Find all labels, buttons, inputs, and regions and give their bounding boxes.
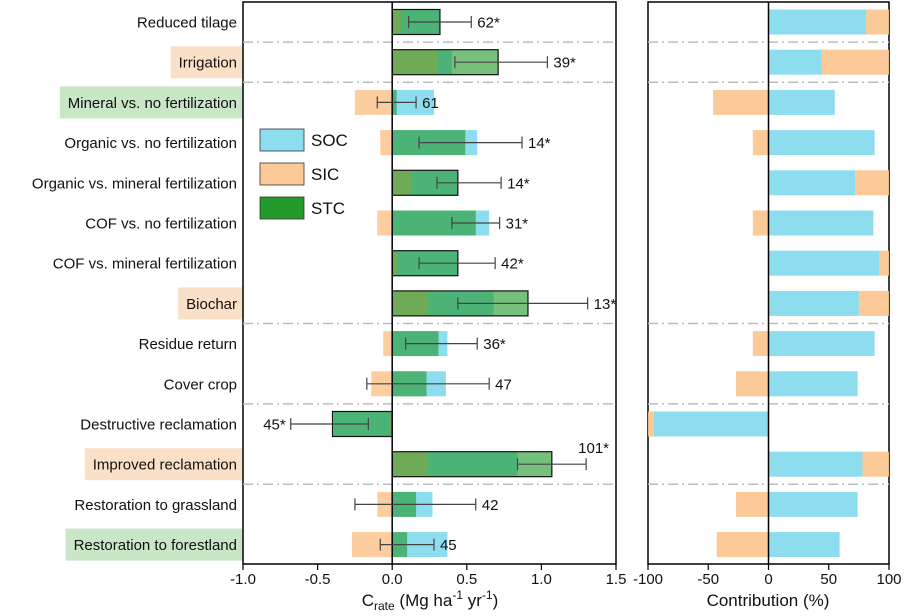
bar-annotation: 14* <box>528 135 551 152</box>
contribution-axis-title: Contribution (%) <box>707 591 830 610</box>
sic-bar <box>377 210 393 236</box>
crate-plot-frame <box>242 1 617 565</box>
crate-x-tick-label: -1.0 <box>230 571 256 588</box>
contribution-soc-bar <box>654 411 769 437</box>
contribution-soc-bar <box>768 491 858 517</box>
category-label: Restoration to grassland <box>74 497 237 514</box>
category-highlight <box>84 448 243 481</box>
legend-label-soc: SOC <box>311 131 348 150</box>
legend-label-sic: SIC <box>311 165 339 184</box>
category-highlight <box>59 86 243 119</box>
crate-panel: 62* 39* 61 14* 14* 31* 42* 13* 36* 47 45* 101* 42 45 -… <box>230 1 627 588</box>
contribution-sic-bar <box>862 451 889 477</box>
contribution-x-tick-label: -50 <box>697 571 719 588</box>
category-label: COF vs. no fertilization <box>85 216 237 233</box>
category-label: Reduced tilage <box>137 15 237 32</box>
category-label: COF vs. mineral fertilization <box>53 256 237 273</box>
bar-annotation: 13* <box>594 296 617 313</box>
category-highlight <box>178 287 243 320</box>
contribution-sic-bar <box>716 532 769 558</box>
sic-bar <box>383 331 393 357</box>
category-label: Cover crop <box>164 376 237 393</box>
bar-annotation: 36* <box>483 336 506 353</box>
crate-x-tick-label: 1.0 <box>531 571 552 588</box>
bar-annotation: 45 <box>440 537 457 554</box>
bar-annotation: 42* <box>501 256 524 273</box>
contribution-soc-bar <box>768 89 835 115</box>
category-highlight <box>170 46 243 79</box>
legend-swatch-soc <box>259 128 305 152</box>
bar-annotation: 62* <box>477 15 500 32</box>
bar-annotation: 42 <box>482 497 499 514</box>
legend: SOC SIC STC <box>259 128 348 220</box>
contribution-soc-bar <box>768 170 856 196</box>
bar-annotation: 14* <box>507 175 530 192</box>
contribution-soc-bar <box>768 290 859 316</box>
category-label: Organic vs. no fertilization <box>64 135 237 152</box>
bar-annotation: 61 <box>422 95 439 112</box>
bar-annotation: 101* <box>578 440 609 457</box>
category-label: Organic vs. mineral fertilization <box>32 175 237 192</box>
bar-annotation: 47 <box>495 376 512 393</box>
legend-swatch-sic <box>259 162 305 186</box>
crate-x-tick-label: 0.0 <box>382 571 403 588</box>
contribution-sic-bar <box>858 290 889 316</box>
legend-label-stc: STC <box>311 199 345 218</box>
contribution-sic-bar <box>735 491 769 517</box>
contribution-soc-bar <box>768 130 875 156</box>
sic-bar <box>380 130 393 156</box>
contribution-soc-bar <box>768 210 874 236</box>
category-highlight <box>65 528 243 561</box>
category-label: Residue return <box>139 336 237 353</box>
contribution-soc-bar <box>768 331 875 357</box>
contribution-sic-bar <box>855 170 889 196</box>
bar-annotation: 31* <box>506 216 529 233</box>
legend-swatch-stc <box>259 196 305 220</box>
contribution-x-tick-label: -100 <box>633 571 663 588</box>
category-label: Restoration to forestland <box>74 537 237 554</box>
category-label: Improved reclamation <box>93 457 237 474</box>
axis-titles: Crate (Mg ha-1 yr-1) Contribution (%) <box>362 588 830 613</box>
category-label: Destructive reclamation <box>80 417 237 434</box>
contribution-soc-bar <box>768 49 822 75</box>
category-labels: Reduced tilage Irrigation Mineral vs. no f… <box>32 15 243 561</box>
contribution-sic-bar <box>821 49 889 75</box>
contribution-x-tick-label: 50 <box>820 571 837 588</box>
contribution-soc-bar <box>768 250 880 276</box>
category-label: Biochar <box>186 296 237 313</box>
contribution-sic-bar <box>713 89 769 115</box>
contribution-soc-bar <box>768 371 858 397</box>
category-label: Mineral vs. no fertilization <box>68 95 237 112</box>
bar-annotation: 39* <box>553 55 576 72</box>
bar-annotation: 45* <box>263 417 286 434</box>
crate-axis-title: Crate (Mg ha-1 yr-1) <box>362 588 499 613</box>
crate-x-tick-label: 0.5 <box>456 571 477 588</box>
contribution-sic-bar <box>866 9 889 35</box>
contribution-panel: -100 -50 0 50 100 <box>633 1 902 588</box>
contribution-soc-bar <box>768 451 863 477</box>
contribution-sic-bar <box>735 371 769 397</box>
contribution-sic-bar <box>752 331 769 357</box>
crate-x-tick-label: -0.5 <box>305 571 331 588</box>
contribution-sic-bar <box>879 250 889 276</box>
contribution-x-tick-label: 0 <box>764 571 772 588</box>
crate-x-tick-label: 1.5 <box>606 571 627 588</box>
contribution-sic-bar <box>648 411 655 437</box>
contribution-sic-bar <box>752 130 769 156</box>
contribution-soc-bar <box>768 532 840 558</box>
contribution-x-tick-label: 100 <box>876 571 901 588</box>
category-label: Irrigation <box>179 55 237 72</box>
contribution-sic-bar <box>752 210 769 236</box>
contribution-soc-bar <box>768 9 867 35</box>
